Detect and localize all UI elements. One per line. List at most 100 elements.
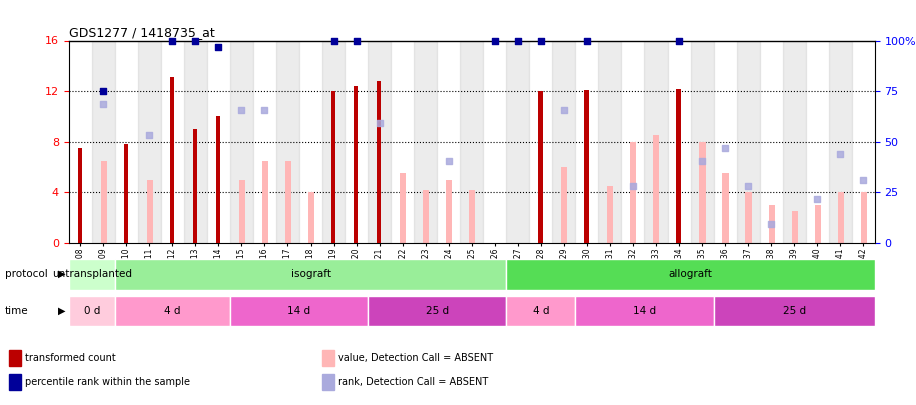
- Bar: [746, 192, 752, 243]
- Bar: [114, 259, 507, 290]
- Text: GDS1277 / 1418735_at: GDS1277 / 1418735_at: [69, 26, 214, 39]
- Bar: [700, 142, 705, 243]
- Text: protocol: protocol: [5, 269, 48, 279]
- Text: 4 d: 4 d: [164, 306, 180, 316]
- Text: allograft: allograft: [669, 269, 713, 279]
- Point: [718, 145, 733, 151]
- Text: time: time: [5, 306, 28, 316]
- Bar: [276, 40, 299, 243]
- Text: value, Detection Call = ABSENT: value, Detection Call = ABSENT: [338, 353, 494, 363]
- Bar: [69, 296, 114, 326]
- Bar: [216, 117, 220, 243]
- Bar: [114, 296, 230, 326]
- Point: [833, 151, 847, 158]
- Bar: [446, 180, 453, 243]
- Bar: [354, 86, 358, 243]
- Text: untransplanted: untransplanted: [51, 269, 132, 279]
- Bar: [69, 259, 114, 290]
- Bar: [782, 40, 806, 243]
- Point: [533, 37, 548, 44]
- Text: 14 d: 14 d: [633, 306, 656, 316]
- Point: [764, 221, 779, 227]
- Bar: [101, 161, 107, 243]
- Bar: [562, 167, 567, 243]
- Bar: [861, 192, 867, 243]
- Bar: [169, 77, 174, 243]
- Bar: [769, 205, 775, 243]
- Text: ▶: ▶: [58, 306, 65, 316]
- Point: [372, 119, 387, 126]
- Point: [694, 158, 709, 164]
- Bar: [829, 40, 852, 243]
- Text: 0 d: 0 d: [83, 306, 100, 316]
- Bar: [736, 40, 759, 243]
- Point: [671, 37, 686, 44]
- Bar: [414, 40, 437, 243]
- Point: [211, 44, 225, 50]
- Bar: [9, 350, 21, 366]
- Bar: [575, 296, 714, 326]
- Point: [510, 37, 525, 44]
- Bar: [230, 296, 368, 326]
- Point: [96, 88, 111, 94]
- Bar: [308, 192, 314, 243]
- Bar: [552, 40, 575, 243]
- Bar: [285, 161, 291, 243]
- Bar: [460, 40, 484, 243]
- Point: [349, 37, 364, 44]
- Point: [557, 107, 572, 113]
- Point: [234, 107, 249, 113]
- Bar: [137, 40, 161, 243]
- Point: [165, 37, 180, 44]
- Bar: [723, 173, 728, 243]
- Bar: [653, 135, 660, 243]
- Bar: [598, 40, 621, 243]
- Bar: [714, 296, 875, 326]
- Text: rank, Detection Call = ABSENT: rank, Detection Call = ABSENT: [338, 377, 488, 387]
- Bar: [368, 296, 507, 326]
- Point: [326, 37, 341, 44]
- Bar: [322, 374, 333, 390]
- Bar: [507, 296, 575, 326]
- Bar: [184, 40, 207, 243]
- Bar: [147, 180, 153, 243]
- Point: [580, 37, 594, 44]
- Text: transformed count: transformed count: [26, 353, 116, 363]
- Bar: [322, 350, 333, 366]
- Bar: [507, 40, 529, 243]
- Bar: [400, 173, 406, 243]
- Text: 25 d: 25 d: [782, 306, 806, 316]
- Bar: [322, 40, 345, 243]
- Bar: [92, 40, 114, 243]
- Point: [856, 177, 870, 183]
- Text: percentile rank within the sample: percentile rank within the sample: [26, 377, 191, 387]
- Text: 25 d: 25 d: [426, 306, 449, 316]
- Bar: [368, 40, 391, 243]
- Bar: [630, 142, 637, 243]
- Text: 14 d: 14 d: [288, 306, 311, 316]
- Text: 4 d: 4 d: [532, 306, 549, 316]
- Point: [188, 37, 202, 44]
- Bar: [262, 161, 268, 243]
- Bar: [239, 180, 245, 243]
- Bar: [192, 129, 197, 243]
- Bar: [607, 186, 614, 243]
- Point: [741, 183, 756, 189]
- Point: [442, 158, 456, 164]
- Bar: [645, 40, 668, 243]
- Text: isograft: isograft: [290, 269, 331, 279]
- Bar: [124, 144, 128, 243]
- Bar: [507, 259, 875, 290]
- Point: [626, 183, 640, 189]
- Point: [487, 37, 502, 44]
- Bar: [539, 91, 542, 243]
- Bar: [9, 374, 21, 390]
- Point: [257, 107, 272, 113]
- Text: ▶: ▶: [58, 269, 65, 279]
- Bar: [837, 192, 844, 243]
- Bar: [377, 81, 381, 243]
- Bar: [78, 148, 82, 243]
- Bar: [331, 91, 335, 243]
- Bar: [584, 90, 589, 243]
- Bar: [676, 89, 681, 243]
